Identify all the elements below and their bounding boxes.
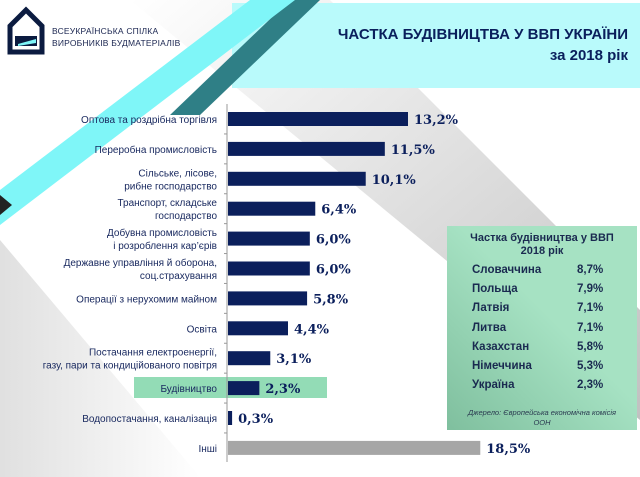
category-label-line: Постачання електроенергії, xyxy=(89,348,217,359)
bar xyxy=(228,440,481,455)
value-label: 18,5% xyxy=(486,442,531,457)
category-label-line: Будівництво xyxy=(160,384,217,395)
bar xyxy=(228,381,260,396)
category-label: Освіта xyxy=(187,324,218,335)
value-label: 6,4% xyxy=(321,203,357,218)
title-line-2: за 2018 рік xyxy=(549,47,628,64)
category-label: Операції з нерухомим майном xyxy=(76,294,217,305)
source-line-1: Джерело: Європейська економічна комісія xyxy=(468,408,616,417)
category-label: Оптова та роздрібна торгівля xyxy=(81,114,217,126)
comparison-row: Польща 7,9% xyxy=(472,283,612,295)
comparison-row: Словаччина 8,7% xyxy=(472,264,612,276)
bar xyxy=(228,351,271,366)
category-label-line: Інші xyxy=(198,444,217,455)
category-label: Постачання електроенергії, газу, пари та … xyxy=(43,348,217,372)
value-label: 2,3% xyxy=(265,382,301,397)
country-name: Латвія xyxy=(472,302,510,315)
category-label-line: Освіта xyxy=(187,324,218,335)
category-label-line: Сільське, лісове, xyxy=(138,168,217,179)
category-label: Будівництво xyxy=(160,384,217,395)
category-label: Сільське, лісове, рибне господарство xyxy=(124,168,217,192)
country-name: Німеччина xyxy=(472,360,532,372)
category-label-line: газу, пари та кондиційованого повітря xyxy=(43,361,217,372)
category-label-line: Операції з нерухомим майном xyxy=(76,294,217,305)
bar xyxy=(228,201,316,216)
category-label-line: Транспорт, складське xyxy=(117,198,217,209)
source-line-2: ООН xyxy=(533,418,551,427)
bar xyxy=(228,261,310,276)
bar-chart: 13,2% Оптова та роздрібна торгівля 11,5% Пе… xyxy=(43,104,531,462)
country-value: 2,3% xyxy=(577,379,604,392)
comparison-row: Литва 7,1% xyxy=(472,322,612,334)
country-name: Україна xyxy=(472,379,515,392)
org-line-1: ВСЕУКРАЇНСЬКА СПІЛКА xyxy=(52,26,159,36)
bar xyxy=(228,141,385,156)
bar xyxy=(228,321,288,336)
category-label-line: господарство xyxy=(155,211,217,222)
category-label: Переробна промисловість xyxy=(95,144,217,156)
comparison-row: Німеччина 5,3% xyxy=(472,360,612,372)
comparison-title: Частка будівництва у ВВП 2018 рік xyxy=(447,232,637,258)
category-label-line: Водопостачання, каналізація xyxy=(82,414,217,425)
country-name: Польща xyxy=(472,283,518,296)
value-label: 11,5% xyxy=(391,143,436,158)
comparison-row: Україна 2,3% xyxy=(472,379,612,391)
category-label-line: Добувна промисловість xyxy=(107,227,217,239)
comparison-row: Латвія 7,1% xyxy=(472,302,612,314)
title-line-1: ЧАСТКА БУДІВНИЦТВА У ВВП УКРАЇНИ xyxy=(337,26,628,43)
category-label: Транспорт, складське господарство xyxy=(117,198,217,222)
value-label: 0,3% xyxy=(238,412,274,427)
country-value: 7,1% xyxy=(577,321,604,334)
value-label: 6,0% xyxy=(316,263,352,278)
comparison-row: Казахстан 5,8% xyxy=(472,341,612,353)
country-value: 5,3% xyxy=(577,360,604,372)
comparison-title-line-1: Частка будівництва у ВВП xyxy=(470,232,614,244)
value-label: 3,1% xyxy=(276,352,312,367)
bar xyxy=(228,291,308,306)
country-name: Литва xyxy=(472,321,507,334)
category-label-line: соц.страхування xyxy=(140,271,217,282)
category-label-line: і розроблення кар’єрів xyxy=(113,240,217,252)
category-label-line: Державне управління й оборона, xyxy=(64,257,217,269)
value-label: 4,4% xyxy=(294,322,330,337)
org-line-2: ВИРОБНИКІВ БУДМАТЕРІАЛІВ xyxy=(52,38,181,48)
bar xyxy=(228,411,233,425)
category-label-line: рибне господарство xyxy=(124,180,217,192)
source-note: Джерело: Європейська економічна комісія … xyxy=(447,408,637,428)
comparison-panel: Частка будівництва у ВВП 2018 рік Словач… xyxy=(447,226,637,430)
value-label: 13,2% xyxy=(414,113,459,128)
country-value: 8,7% xyxy=(577,264,604,276)
category-label: Добувна промисловість і розроблення кар’є… xyxy=(107,227,217,252)
country-name: Словаччина xyxy=(472,264,542,276)
logo-house-icon xyxy=(7,6,45,55)
category-label: Державне управління й оборона, соц.страху… xyxy=(64,257,217,282)
country-value: 7,9% xyxy=(577,283,604,296)
value-label: 5,8% xyxy=(313,292,349,307)
category-label: Водопостачання, каналізація xyxy=(82,414,217,425)
organization-name: ВСЕУКРАЇНСЬКА СПІЛКА ВИРОБНИКІВ БУДМАТЕР… xyxy=(52,25,180,49)
value-label: 6,0% xyxy=(316,233,352,248)
country-name: Казахстан xyxy=(472,340,530,353)
bar xyxy=(228,171,366,186)
page-title: ЧАСТКА БУДІВНИЦТВА У ВВП УКРАЇНИ за 2018… xyxy=(338,24,628,66)
value-label: 10,1% xyxy=(372,173,417,188)
category-label-line: Переробна промисловість xyxy=(95,144,217,156)
comparison-title-line-2: 2018 рік xyxy=(520,245,564,257)
bar xyxy=(228,231,310,246)
country-value: 7,1% xyxy=(577,302,604,315)
category-label: Інші xyxy=(198,444,217,455)
category-label-line: Оптова та роздрібна торгівля xyxy=(81,114,217,126)
country-value: 5,8% xyxy=(577,340,604,353)
bar xyxy=(228,112,408,126)
